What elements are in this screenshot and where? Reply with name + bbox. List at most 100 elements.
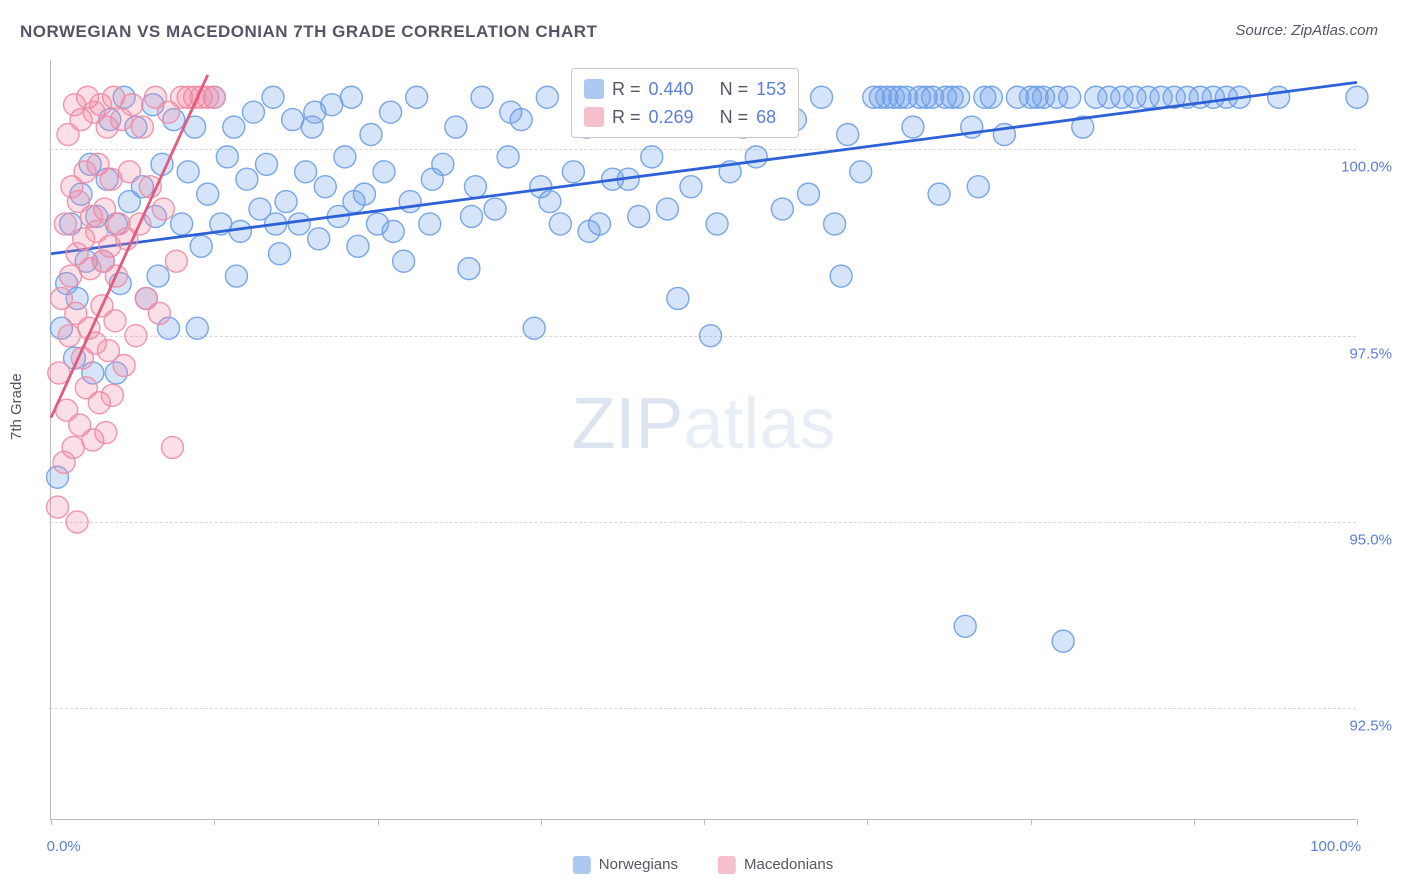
scatter-point <box>393 250 415 272</box>
scatter-point <box>62 436 84 458</box>
scatter-point <box>484 198 506 220</box>
scatter-point <box>824 213 846 235</box>
scatter-point <box>242 101 264 123</box>
scatter-point <box>269 243 291 265</box>
scatter-point <box>295 161 317 183</box>
scatter-point <box>314 176 336 198</box>
scatter-point <box>148 302 170 324</box>
x-tick <box>1357 819 1358 825</box>
scatter-point <box>343 191 365 213</box>
scatter-point <box>54 213 76 235</box>
scatter-point <box>229 220 251 242</box>
scatter-point <box>500 101 522 123</box>
scatter-point <box>1052 630 1074 652</box>
x-tick <box>1031 819 1032 825</box>
scatter-point <box>954 615 976 637</box>
scatter-point <box>928 183 950 205</box>
scatter-point <box>680 176 702 198</box>
scatter-point <box>837 124 859 146</box>
scatter-point <box>262 86 284 108</box>
scatter-point <box>830 265 852 287</box>
scatter-point <box>121 94 143 116</box>
scatter-point <box>197 183 219 205</box>
x-tick <box>51 819 52 825</box>
scatter-point <box>539 191 561 213</box>
scatter-point <box>1346 86 1368 108</box>
legend-swatch-macedonians-icon <box>718 856 736 874</box>
scatter-point <box>118 161 140 183</box>
scatter-point <box>288 213 310 235</box>
scatter-point <box>406 86 428 108</box>
scatter-point <box>536 86 558 108</box>
scatter-point <box>334 146 356 168</box>
scatter-point <box>1059 86 1081 108</box>
scatter-point <box>948 86 970 108</box>
scatter-point <box>177 161 199 183</box>
scatter-point <box>223 116 245 138</box>
scatter-point <box>152 198 174 220</box>
scatter-point <box>225 265 247 287</box>
scatter-point <box>104 310 126 332</box>
source-prefix: Source: <box>1235 22 1291 39</box>
scatter-point <box>66 511 88 533</box>
chart-container: NORWEGIAN VS MACEDONIAN 7TH GRADE CORREL… <box>0 0 1406 892</box>
stats-r-label: R = <box>612 103 641 131</box>
scatter-point <box>902 116 924 138</box>
scatter-point <box>161 436 183 458</box>
scatter-point <box>171 213 193 235</box>
scatter-point <box>399 191 421 213</box>
scatter-point <box>340 86 362 108</box>
x-tick-label: 0.0% <box>47 838 81 855</box>
legend-item-norwegians: Norwegians <box>573 856 678 874</box>
stats-n-label: N = <box>720 103 749 131</box>
swatch-norwegians-icon <box>584 79 604 99</box>
scatter-point <box>458 258 480 280</box>
scatter-point <box>797 183 819 205</box>
scatter-point <box>980 86 1002 108</box>
scatter-point <box>282 109 304 131</box>
scatter-point <box>190 235 212 257</box>
source-name: ZipAtlas.com <box>1291 22 1378 39</box>
scatter-point <box>147 265 169 287</box>
scatter-point <box>523 317 545 339</box>
scatter-point <box>562 161 584 183</box>
scatter-point <box>60 265 82 287</box>
scatter-point <box>628 205 650 227</box>
x-tick <box>704 819 705 825</box>
scatter-point <box>131 116 153 138</box>
scatter-point <box>464 176 486 198</box>
scatter-point <box>471 86 493 108</box>
scatter-point <box>1268 86 1290 108</box>
scatter-point <box>186 317 208 339</box>
scatter-point <box>380 101 402 123</box>
legend-swatch-norwegians-icon <box>573 856 591 874</box>
scatter-point <box>347 235 369 257</box>
scatter-point <box>850 161 872 183</box>
scatter-point <box>360 124 382 146</box>
y-axis-label: 7th Grade <box>8 373 25 440</box>
stats-r-value-norwegians: 0.440 <box>649 75 694 103</box>
x-tick <box>214 819 215 825</box>
scatter-point <box>236 168 258 190</box>
scatter-point <box>216 146 238 168</box>
scatter-point <box>203 86 225 108</box>
scatter-point <box>373 161 395 183</box>
stats-row-norwegians: R = 0.440 N = 153 <box>584 75 786 103</box>
stats-row-macedonians: R = 0.269 N = 68 <box>584 103 786 131</box>
plot-area: ZIPatlas R = 0.440 N = 153 R = 0.269 N =… <box>50 60 1356 820</box>
stats-n-label: N = <box>720 75 749 103</box>
x-tick-label: 100.0% <box>1310 838 1361 855</box>
scatter-point <box>700 325 722 347</box>
legend: Norwegians Macedonians <box>573 856 833 874</box>
x-tick <box>867 819 868 825</box>
scatter-point <box>578 220 600 242</box>
scatter-point <box>308 228 330 250</box>
legend-label-macedonians: Macedonians <box>744 856 833 873</box>
chart-title: NORWEGIAN VS MACEDONIAN 7TH GRADE CORREL… <box>20 22 597 42</box>
scatter-point <box>641 146 663 168</box>
scatter-svg <box>51 60 1356 819</box>
scatter-point <box>419 213 441 235</box>
correlation-stats-box: R = 0.440 N = 153 R = 0.269 N = 68 <box>571 68 799 138</box>
stats-n-value-macedonians: 68 <box>756 103 776 131</box>
stats-r-label: R = <box>612 75 641 103</box>
